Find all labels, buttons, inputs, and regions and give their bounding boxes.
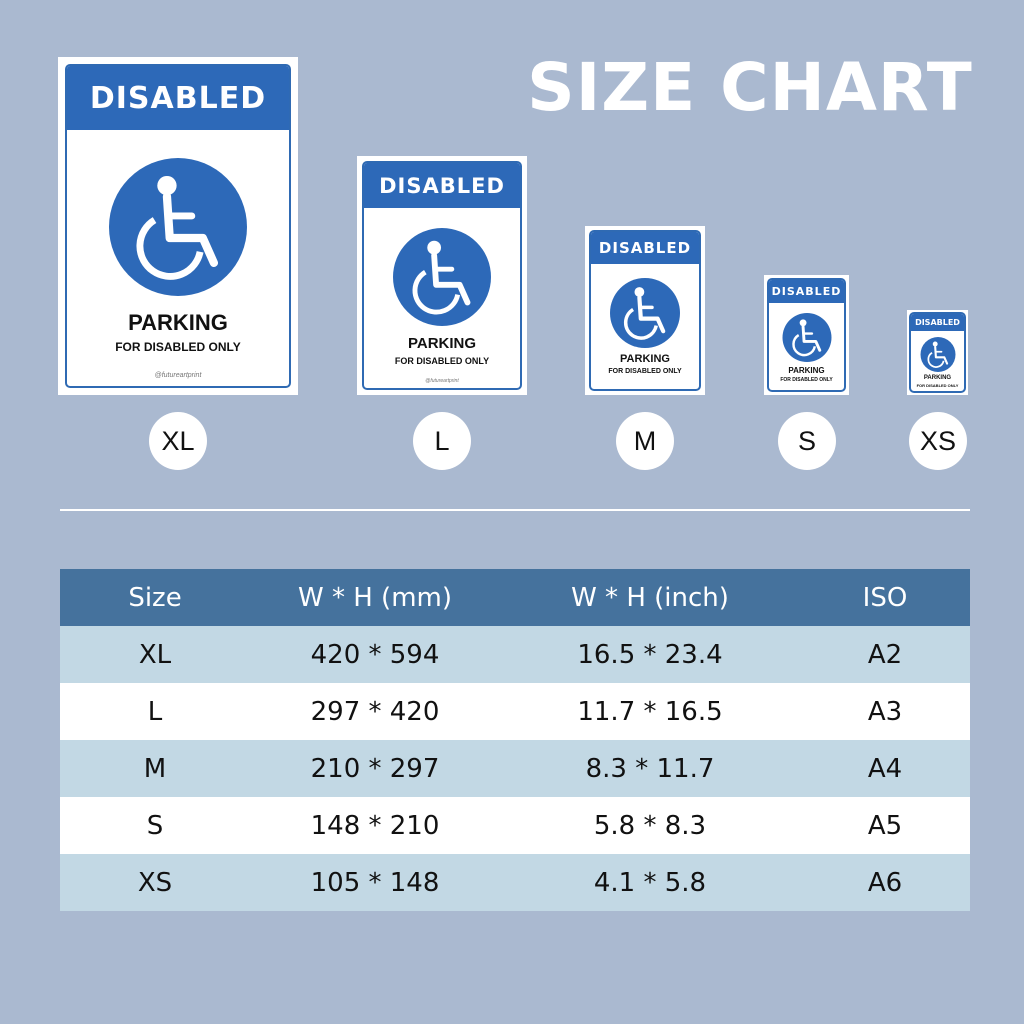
cell-iso: A3 <box>800 683 970 740</box>
sign-card-xs: DISABLED PARKING FOR DISABLED ONLY <box>907 310 968 395</box>
header-iso: ISO <box>800 569 970 626</box>
wheelchair-glyph <box>136 175 219 280</box>
cell-iso: A4 <box>800 740 970 797</box>
cell-iso: A2 <box>800 626 970 683</box>
table-row: XL 420 * 594 16.5 * 23.4 A2 <box>60 626 970 683</box>
sign-card-s: DISABLED PARKING FOR DISABLED ONLY <box>764 275 849 395</box>
section-divider <box>60 509 970 511</box>
sign-subtitle: FOR DISABLED ONLY <box>394 356 490 366</box>
sign-header: DISABLED <box>364 163 520 208</box>
wheelchair-icon <box>393 228 491 326</box>
cell-size: XS <box>60 854 250 911</box>
sign-xl: DISABLED PARKING FOR DISABLED ONLY @futu… <box>65 64 291 388</box>
sign-subtitle: FOR DISABLED ONLY <box>608 368 682 375</box>
size-badge-xs: XS <box>909 412 967 470</box>
wheelchair-glyph <box>623 287 666 340</box>
cell-inch: 5.8 * 8.3 <box>500 797 800 854</box>
cell-mm: 148 * 210 <box>250 797 500 854</box>
header-mm: W * H (mm) <box>250 569 500 626</box>
size-badge-s: S <box>778 412 836 470</box>
cell-inch: 16.5 * 23.4 <box>500 626 800 683</box>
cell-mm: 297 * 420 <box>250 683 500 740</box>
sign-subtitle: FOR DISABLED ONLY <box>916 383 959 388</box>
size-table: Size W * H (mm) W * H (inch) ISO XL 420 … <box>60 569 970 911</box>
size-badge-m: M <box>616 412 674 470</box>
sign-header: DISABLED <box>67 66 289 130</box>
wheelchair-glyph <box>412 240 471 315</box>
header-inch: W * H (inch) <box>500 569 800 626</box>
cell-size: L <box>60 683 250 740</box>
sign-header: DISABLED <box>911 314 964 331</box>
sign-parking: PARKING <box>923 375 952 381</box>
size-badge-l: L <box>413 412 471 470</box>
cell-iso: A6 <box>800 854 970 911</box>
table-row: S 148 * 210 5.8 * 8.3 A5 <box>60 797 970 854</box>
wheelchair-icon <box>109 158 247 296</box>
cell-size: S <box>60 797 250 854</box>
cell-iso: A5 <box>800 797 970 854</box>
table-row: M 210 * 297 8.3 * 11.7 A4 <box>60 740 970 797</box>
sign-header: DISABLED <box>591 232 699 264</box>
wheelchair-icon <box>920 337 955 372</box>
size-badge-xl: XL <box>149 412 207 470</box>
sign-handle: @futureartprint <box>154 372 202 379</box>
wheelchair-icon <box>782 313 831 362</box>
sign-xs: DISABLED PARKING FOR DISABLED ONLY <box>909 312 966 393</box>
sign-parking: PARKING <box>788 366 825 375</box>
sign-card-m: DISABLED PARKING FOR DISABLED ONLY <box>585 226 705 395</box>
sign-header: DISABLED <box>769 280 844 303</box>
cell-inch: 11.7 * 16.5 <box>500 683 800 740</box>
sign-parking: PARKING <box>407 335 477 352</box>
sign-subtitle: FOR DISABLED ONLY <box>780 377 833 383</box>
sign-m: DISABLED PARKING FOR DISABLED ONLY <box>589 230 701 391</box>
cell-inch: 4.1 * 5.8 <box>500 854 800 911</box>
sign-card-l: DISABLED PARKING FOR DISABLED ONLY @futu… <box>357 156 527 395</box>
table-row: XS 105 * 148 4.1 * 5.8 A6 <box>60 854 970 911</box>
cell-mm: 210 * 297 <box>250 740 500 797</box>
cell-mm: 105 * 148 <box>250 854 500 911</box>
sign-handle: @futureartprint <box>425 378 459 384</box>
table-row: L 297 * 420 11.7 * 16.5 A3 <box>60 683 970 740</box>
wheelchair-glyph <box>791 319 821 357</box>
sign-s: DISABLED PARKING FOR DISABLED ONLY <box>767 278 846 392</box>
header-size: Size <box>60 569 250 626</box>
table-header-row: Size W * H (mm) W * H (inch) ISO <box>60 569 970 626</box>
sign-parking: PARKING <box>620 353 670 365</box>
wheelchair-glyph <box>927 341 948 368</box>
cell-inch: 8.3 * 11.7 <box>500 740 800 797</box>
wheelchair-icon <box>610 278 680 348</box>
page-title: SIZE CHART <box>527 49 973 126</box>
cell-mm: 420 * 594 <box>250 626 500 683</box>
cell-size: M <box>60 740 250 797</box>
sign-parking: PARKING <box>128 310 228 335</box>
sign-subtitle: FOR DISABLED ONLY <box>115 340 241 354</box>
sign-l: DISABLED PARKING FOR DISABLED ONLY @futu… <box>362 161 522 390</box>
cell-size: XL <box>60 626 250 683</box>
sign-card-xl: DISABLED PARKING FOR DISABLED ONLY @futu… <box>58 57 298 395</box>
